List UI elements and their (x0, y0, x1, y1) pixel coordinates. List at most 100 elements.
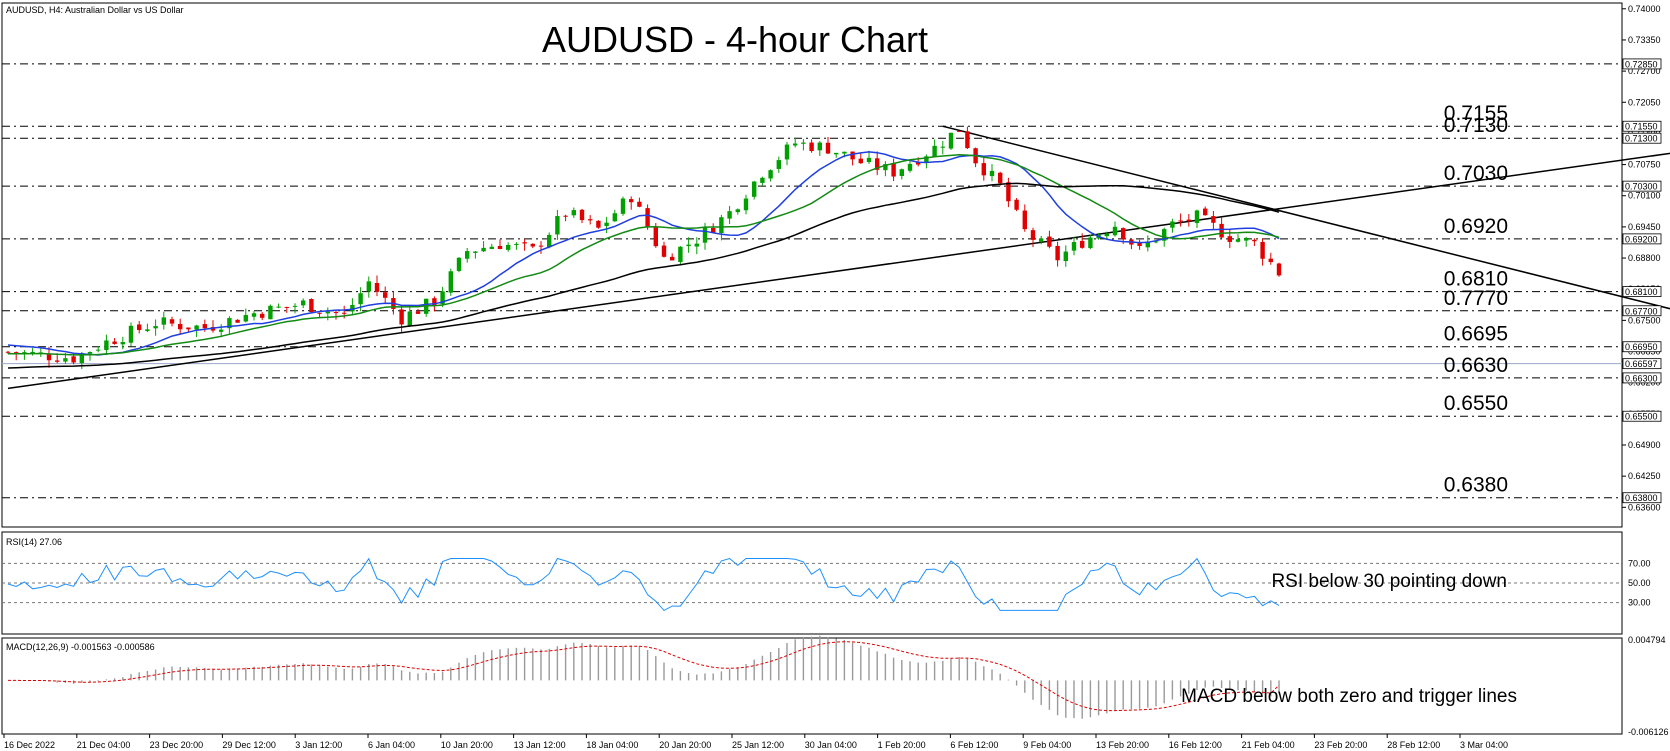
macd-signal-line (8, 641, 1280, 712)
candle-body (760, 177, 765, 183)
candle-body (235, 319, 240, 323)
moving-averages (7, 151, 1280, 369)
candle-body (825, 142, 831, 154)
candle-body (350, 304, 355, 312)
time-tick-label: 6 Jan 04:00 (368, 740, 415, 750)
candle-body (735, 209, 740, 213)
price-tick-label: 0.70100 (1628, 191, 1661, 201)
candle-body (702, 227, 708, 243)
trendlines (7, 125, 1670, 390)
candle-body (1260, 241, 1265, 259)
candle-body (686, 244, 691, 247)
candle-body (948, 132, 954, 149)
price-tick-label: 0.72700 (1628, 66, 1661, 76)
time-tick-label: 3 Mar 04:00 (1460, 740, 1508, 750)
candle-body (284, 306, 289, 308)
candle-body (448, 271, 453, 293)
candle-body (1071, 242, 1077, 251)
candle-body (776, 160, 781, 169)
time-tick-label: 16 Feb 12:00 (1169, 740, 1222, 750)
price-tick-label: 0.64900 (1628, 440, 1661, 450)
level-badge-box (1622, 341, 1662, 353)
macd-tick-label: 0.004794 (1628, 635, 1666, 645)
candle-body (1039, 238, 1044, 242)
candle-body (1170, 221, 1175, 228)
candle-body (465, 251, 470, 259)
macd-legend: MACD(12,26,9) -0.001563 -0.000586 (6, 642, 155, 652)
candle-body (875, 158, 880, 170)
time-tick-label: 23 Dec 20:00 (150, 740, 204, 750)
candle-body (1088, 237, 1093, 249)
candle-body (432, 298, 437, 306)
candle-body (301, 300, 306, 306)
candle-body (768, 170, 773, 179)
candle-body (637, 201, 642, 207)
candle-body (55, 360, 60, 362)
candle-body (292, 305, 298, 307)
candle-body (834, 152, 839, 155)
candle-body (202, 324, 207, 329)
current-price-badge: 0.66597 (1622, 358, 1662, 370)
level-badge-text: 0.66950 (1625, 342, 1658, 352)
candle-body (317, 312, 322, 314)
current-price-box (1622, 358, 1662, 370)
level-badge-box (1622, 120, 1662, 132)
time-tick-label: 3 Jan 12:00 (295, 740, 342, 750)
candle-body (653, 227, 658, 247)
candle-body (916, 162, 921, 165)
level-badge-box (1622, 492, 1662, 504)
candle-body (907, 163, 913, 171)
candle-body (342, 312, 347, 314)
candle-body (694, 243, 699, 247)
level-badge-box (1622, 372, 1662, 384)
price-tick-label: 0.68800 (1628, 253, 1661, 263)
time-tick-label: 29 Dec 12:00 (222, 740, 276, 750)
candle-body (711, 228, 716, 233)
level-label: 0.7770 (1444, 287, 1508, 310)
rsi-annotation: RSI below 30 pointing down (1271, 571, 1507, 592)
candle-body (842, 151, 847, 154)
candle-body (793, 143, 798, 146)
level-badge-text: 0.65500 (1625, 412, 1658, 422)
candle-body (227, 318, 232, 329)
macd-annotation: MACD below both zero and trigger lines (1181, 686, 1517, 707)
candle-body (932, 145, 937, 157)
candle-body (1137, 242, 1142, 246)
time-tick-label: 9 Feb 04:00 (1023, 740, 1071, 750)
candle-body (1145, 242, 1150, 248)
time-tick-label: 30 Jan 04:00 (805, 740, 857, 750)
trendline (7, 152, 1670, 390)
symbol-caption: AUDUSD, H4: Australian Dollar vs US Doll… (6, 5, 184, 15)
candle-body (1030, 230, 1036, 240)
candle-body (79, 353, 84, 364)
level-badge: 0.66300 (1622, 372, 1662, 384)
candle-body (243, 315, 248, 322)
price-tick-label: 0.74000 (1628, 4, 1661, 14)
candle-body (1194, 210, 1200, 224)
level-badge-text: 0.68100 (1625, 287, 1658, 297)
candle-body (899, 169, 904, 177)
candle-body (46, 354, 52, 361)
candle-body (366, 281, 371, 292)
candle-body (858, 158, 863, 164)
candle-body (571, 210, 576, 216)
candle-body (1235, 239, 1241, 242)
candle-body (629, 199, 634, 203)
level-badge-text: 0.70300 (1625, 182, 1658, 192)
time-tick-label: 20 Jan 20:00 (659, 740, 711, 750)
candle-body (1080, 240, 1085, 248)
support-resistance-lines (2, 63, 1622, 499)
moving-average-line (7, 182, 1280, 369)
candle-body (563, 215, 568, 217)
candle-body (1162, 229, 1167, 241)
time-tick-label: 6 Feb 12:00 (950, 740, 998, 750)
candle-body (399, 309, 404, 325)
candle-body (1014, 199, 1019, 210)
candle-body (374, 282, 380, 292)
level-badge-text: 0.66300 (1625, 373, 1658, 383)
candle-body (128, 325, 134, 343)
candle-body (71, 356, 76, 363)
candle-body (1252, 239, 1257, 242)
candle-body (194, 325, 199, 330)
current-price-text: 0.66597 (1625, 359, 1658, 369)
